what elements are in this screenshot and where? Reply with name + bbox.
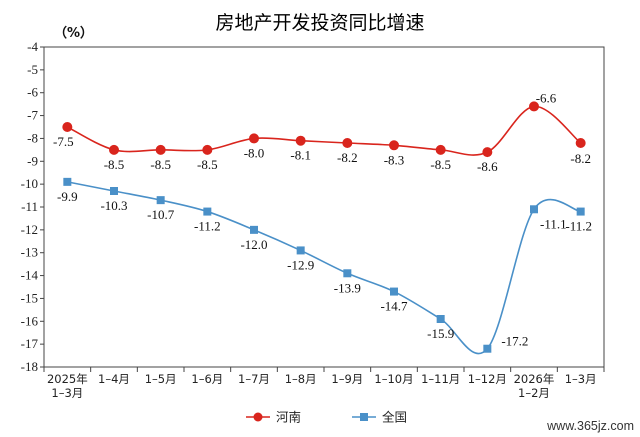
data-point <box>110 187 118 195</box>
legend-item-henan: 河南 <box>246 410 301 425</box>
data-label: -17.2 <box>501 334 528 349</box>
y-tick-label: -18 <box>21 359 38 374</box>
data-point <box>63 177 72 186</box>
y-tick-label: -11 <box>21 199 38 214</box>
x-tick-label: 1–9月 <box>331 372 363 386</box>
data-point <box>576 207 585 216</box>
legend-item-national: 全国 <box>352 410 407 425</box>
data-label: -8.2 <box>337 150 358 165</box>
x-tick-label: 1–7月 <box>238 372 270 386</box>
plot-frame <box>43 46 605 368</box>
data-label: -12.0 <box>240 237 267 252</box>
data-point <box>483 344 492 353</box>
legend-label: 河南 <box>276 410 301 425</box>
x-tick-label: 1–11月 <box>421 372 460 386</box>
data-point <box>390 287 398 296</box>
data-label: -8.5 <box>104 157 125 172</box>
y-tick-label: -7 <box>27 108 38 123</box>
x-axis: 2025年 1–3月 1–4月 1–5月 1–6月 1–7月 1–8月 1–9月 1–10月 1–… <box>43 367 605 400</box>
data-label: -8.2 <box>570 151 591 166</box>
data-label: -12.9 <box>287 257 314 272</box>
data-label: -10.7 <box>147 207 175 222</box>
y-tick-label: -17 <box>21 336 39 351</box>
series-line <box>66 105 582 156</box>
data-label: -10.3 <box>100 198 127 213</box>
data-label: -9.9 <box>57 189 78 204</box>
chart-title: 房地产开发投资同比增速 <box>215 12 424 34</box>
data-point <box>296 246 305 255</box>
data-point <box>343 269 352 278</box>
y-tick-label: -4 <box>27 39 38 54</box>
x-tick-label: 1–10月 <box>374 372 413 386</box>
data-point <box>203 207 212 216</box>
series-national: -9.9 -10.3 -10.7 -11.2 -12.0 -12.9 -13.9 -14.7 -… <box>57 177 592 355</box>
x-tick-label: 1–12月 <box>468 372 507 386</box>
series-henan: -7.5 -8.5 -8.5 -8.5 -8.0 -8.1 -8.2 -8.3 -8.5 -8.6… <box>53 90 591 174</box>
data-point <box>436 315 445 323</box>
data-label: -8.3 <box>384 152 405 167</box>
y-tick-label: -15 <box>21 290 38 305</box>
data-point <box>529 101 539 112</box>
x-tick-label: 1–6月 <box>191 372 223 386</box>
y-tick-label: -9 <box>27 153 38 168</box>
x-tick-label: 1–8月 <box>285 372 317 386</box>
data-point <box>435 144 446 155</box>
legend-marker <box>360 413 368 421</box>
legend-label: 全国 <box>382 410 407 425</box>
x-tick-label: 1–3月 <box>565 372 597 386</box>
series-line <box>67 181 581 355</box>
watermark: www.365jz.com <box>546 419 634 433</box>
data-label: -7.5 <box>53 134 74 149</box>
data-label: -6.6 <box>536 90 557 105</box>
legend-marker <box>253 412 263 422</box>
data-point <box>530 205 538 214</box>
y-tick-label: -13 <box>21 245 38 260</box>
data-point <box>62 122 73 132</box>
data-label: -11.2 <box>194 219 221 234</box>
data-label: -13.9 <box>334 280 361 295</box>
y-tick-label: -6 <box>27 85 38 100</box>
data-label: -8.1 <box>290 148 311 163</box>
data-point <box>575 138 586 148</box>
y-tick-label: -14 <box>21 268 39 283</box>
x-tick-label: 2025年 1–3月 <box>47 372 88 400</box>
series-layer: -7.5 -8.5 -8.5 -8.5 -8.0 -8.1 -8.2 -8.3 -8.5 -8.6… <box>53 90 592 355</box>
data-label: -11.1 <box>540 216 567 231</box>
data-label: -11.2 <box>565 219 592 234</box>
y-axis-unit-label: （%） <box>54 25 93 41</box>
data-label: -8.5 <box>150 157 171 172</box>
data-point <box>389 140 399 151</box>
x-tick-label: 2026年 1–2月 <box>514 372 555 400</box>
y-tick-label: -16 <box>21 313 39 328</box>
y-tick-label: -5 <box>27 62 38 77</box>
data-label: -8.5 <box>197 157 218 172</box>
data-point <box>295 135 306 146</box>
y-tick-label: -8 <box>27 130 38 145</box>
legend: 河南 全国 <box>246 410 407 425</box>
y-axis: -4 -5 -6 -7 -8 -9 -10 -11 -12 -13 -14 -15 -16 -17 -18 <box>21 39 44 374</box>
data-point <box>342 138 353 148</box>
data-point <box>155 144 166 155</box>
data-point <box>109 144 119 155</box>
x-tick-label: 1–5月 <box>145 372 177 386</box>
data-point <box>156 196 165 205</box>
data-point <box>249 133 259 144</box>
y-tick-label: -12 <box>21 222 38 237</box>
data-point <box>250 225 258 234</box>
data-point <box>482 147 493 158</box>
data-label: -8.6 <box>477 159 498 174</box>
data-label: -8.0 <box>244 145 265 160</box>
data-label: -8.5 <box>430 157 451 172</box>
data-label: -15.9 <box>427 326 454 341</box>
x-tick-label: 1–4月 <box>98 372 130 386</box>
data-point <box>202 144 213 155</box>
y-tick-label: -10 <box>21 176 38 191</box>
data-label: -14.7 <box>380 299 408 314</box>
